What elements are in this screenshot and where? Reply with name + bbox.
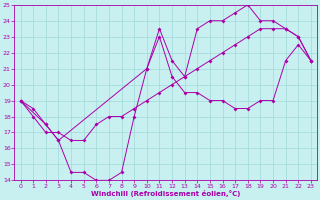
X-axis label: Windchill (Refroidissement éolien,°C): Windchill (Refroidissement éolien,°C): [91, 190, 240, 197]
